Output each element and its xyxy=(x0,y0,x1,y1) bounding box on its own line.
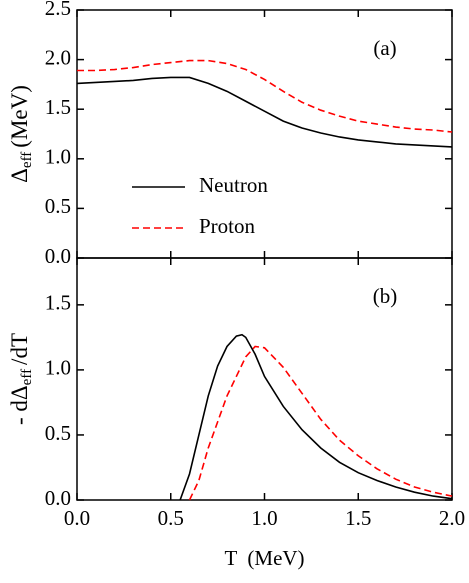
y-axis-label-part: (MeV) xyxy=(7,85,32,148)
x-axis-label: T (MeV) xyxy=(224,546,304,570)
legend-label: Proton xyxy=(199,214,256,238)
panel-annotation: (a) xyxy=(373,36,396,60)
x-tick-label: 2.0 xyxy=(439,506,465,530)
data-line xyxy=(188,345,453,501)
y-tick-label: 0.5 xyxy=(45,421,71,445)
legend-label: Neutron xyxy=(199,173,268,197)
y-tick-label: 1.5 xyxy=(45,95,71,119)
y-tick-label: 0.5 xyxy=(45,194,71,218)
y-tick-label: 1.5 xyxy=(45,291,71,315)
y-tick-label: 1.0 xyxy=(45,145,71,169)
y-tick-label: 1.0 xyxy=(45,356,71,380)
y-tick-label: 0.0 xyxy=(45,244,71,268)
data-line xyxy=(179,333,453,501)
data-line xyxy=(77,59,453,133)
y-tick-label: 2.5 xyxy=(45,0,71,20)
y-tick-label: 2.0 xyxy=(45,45,71,69)
y-axis-label-part: eff xyxy=(19,369,35,385)
x-tick-label: 1.0 xyxy=(251,506,277,530)
y-axis-label: Δeff (MeV) xyxy=(7,85,35,183)
y-axis-label-part: Δ xyxy=(7,168,32,183)
y-axis-label-part: /dT xyxy=(7,333,32,365)
y-tick-label: 0.0 xyxy=(45,486,71,510)
y-axis-label-part: eff xyxy=(19,152,35,168)
x-tick-label: 0.0 xyxy=(64,506,90,530)
x-tick-label: 0.5 xyxy=(158,506,184,530)
y-axis-label-part: - dΔ xyxy=(7,385,32,425)
panel-annotation: (b) xyxy=(373,284,398,308)
y-axis-label: - dΔeff/dT xyxy=(7,333,35,425)
data-line xyxy=(76,76,453,148)
x-tick-label: 1.5 xyxy=(345,506,371,530)
